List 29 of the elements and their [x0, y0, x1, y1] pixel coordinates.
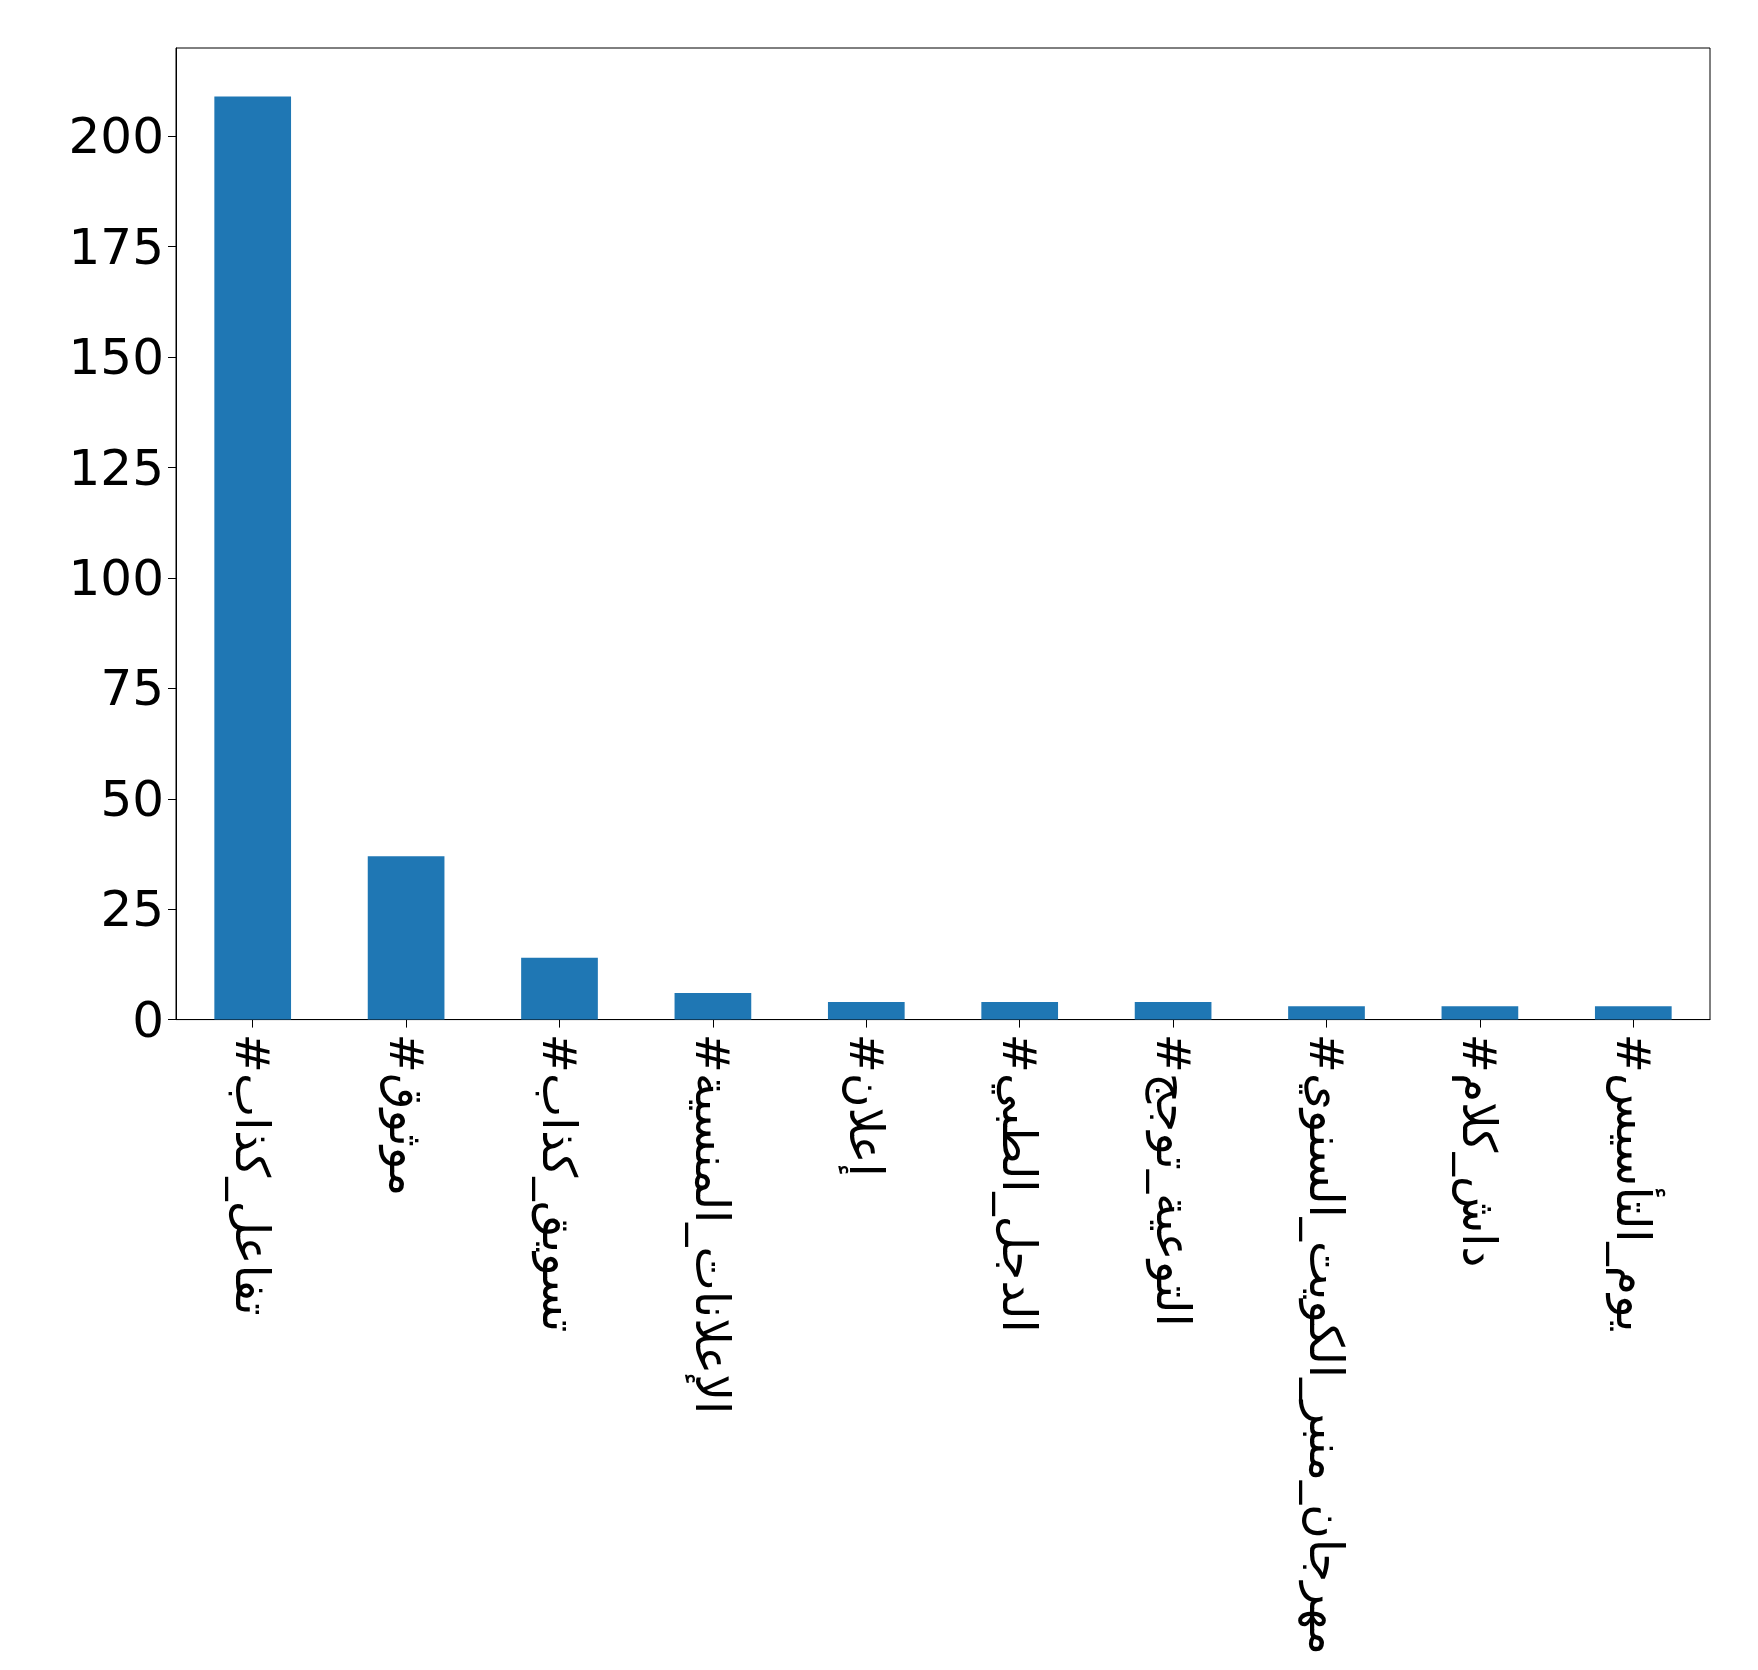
y-tick-label: 200	[68, 107, 164, 166]
bar	[1134, 1001, 1212, 1020]
x-tick-label: #موثوق	[377, 1033, 434, 1197]
x-tick-label: #داش_كلام	[1452, 1033, 1508, 1268]
x-tick-label: #التوعية_توجج	[1144, 1033, 1201, 1327]
x-tick-label: #مهرجان_منبر_الكويت_السنوي	[1298, 1033, 1354, 1656]
x-tick-label: #الإعلانات_المنسية	[684, 1033, 741, 1415]
bar	[1288, 1006, 1365, 1020]
y-tick-label: 175	[68, 217, 164, 276]
y-tick-label: 150	[68, 328, 164, 387]
bar	[367, 856, 445, 1020]
bar	[1594, 1006, 1672, 1020]
y-tick-label: 100	[68, 548, 164, 607]
y-tick-label: 75	[100, 659, 164, 718]
y-tick-label: 50	[100, 769, 164, 828]
bar	[214, 96, 292, 1020]
bar	[827, 1001, 905, 1020]
y-tick-label: 125	[68, 438, 164, 497]
x-tick-label: #إعلان	[837, 1033, 894, 1177]
x-tick-label: #الدجل_الطبي	[991, 1033, 1048, 1333]
x-tick-label: #تسويق_كذاب	[531, 1033, 587, 1333]
y-tick-label: 25	[100, 880, 164, 939]
bar	[674, 993, 752, 1020]
x-tick-label: #تفاعل_كذاب	[225, 1033, 281, 1316]
bar	[981, 1001, 1059, 1020]
bar	[1441, 1006, 1519, 1020]
x-tick-label: #يوم_التأسيس	[1604, 1033, 1666, 1333]
y-tick-label: 0	[132, 990, 164, 1049]
bar	[521, 957, 598, 1020]
